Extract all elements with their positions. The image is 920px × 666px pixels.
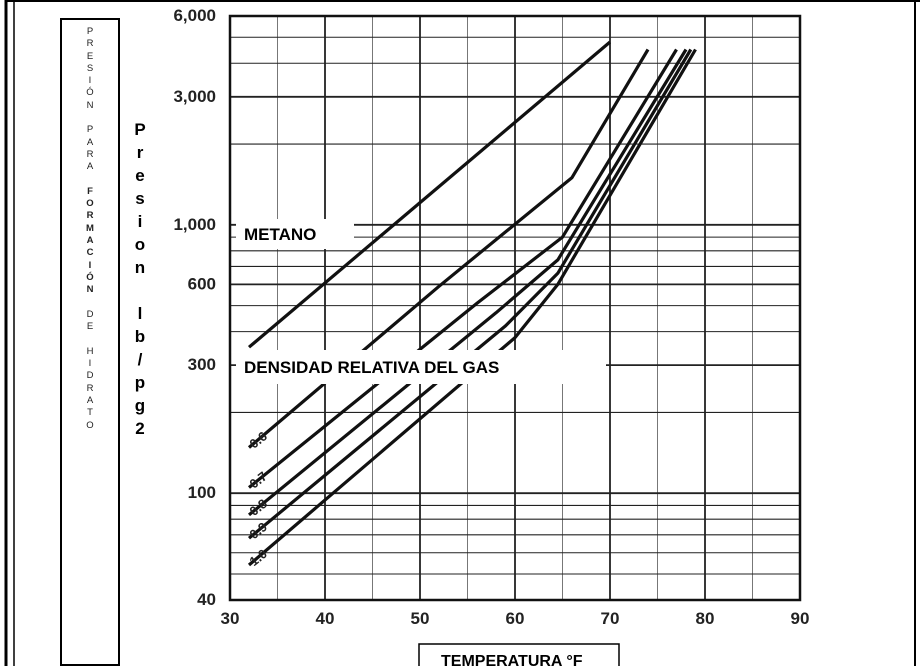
- x-tick-label: 40: [316, 609, 335, 628]
- side-label-letter: M: [86, 222, 94, 234]
- y-tick-label: 100: [188, 483, 216, 502]
- x-tick-label: 90: [791, 609, 810, 628]
- side-label-letter: T: [87, 407, 93, 419]
- y-tick-label: 40: [197, 590, 216, 609]
- units-label-letter: e: [135, 166, 145, 185]
- side-label-letter: A: [86, 394, 94, 406]
- units-label-letter: b: [134, 327, 146, 346]
- series-line: [247, 48, 688, 517]
- y-tick-label: 300: [188, 355, 216, 374]
- side-label-letter: R: [86, 210, 94, 222]
- side-label-letter: O: [86, 198, 94, 210]
- side-label-letter: Ó: [86, 87, 94, 99]
- side-label-letter: F: [87, 185, 93, 197]
- side-label-letter: P: [86, 26, 94, 37]
- x-tick-label: 60: [506, 609, 525, 628]
- side-label-letter: C: [86, 247, 94, 259]
- units-label-letter: 2: [135, 419, 145, 438]
- units-label-letter: g: [134, 396, 146, 415]
- units-label-letter: n: [134, 258, 146, 277]
- series-line: [247, 48, 693, 540]
- x-tick-label: 50: [411, 609, 430, 628]
- units-label-letter: o: [134, 235, 146, 254]
- series-line: [247, 40, 612, 349]
- x-tick-label: 80: [696, 609, 715, 628]
- side-label-letter: [89, 297, 92, 309]
- units-label-letter: l: [137, 304, 143, 323]
- series-line: [247, 48, 678, 489]
- side-label-letter: E: [86, 50, 94, 62]
- units-label-letter: p: [134, 373, 146, 392]
- side-label-letter: D: [86, 308, 94, 320]
- side-label-letter: [89, 174, 92, 186]
- x-axis-title-box: [418, 643, 620, 666]
- y-tick-label: 600: [188, 274, 216, 293]
- x-tick-label: 70: [601, 609, 620, 628]
- units-label-letter: r: [136, 143, 144, 162]
- side-label-letter: [89, 112, 92, 124]
- side-label-letter: E: [86, 321, 94, 333]
- units-label-letter: [138, 279, 143, 302]
- x-axis-title: TEMPERATURA °F: [441, 653, 583, 666]
- y-tick-label: 6,000: [173, 6, 216, 25]
- side-label-letter: A: [86, 161, 94, 173]
- side-label-letter: O: [86, 419, 94, 431]
- side-label-letter: I: [88, 358, 92, 370]
- side-label-letter: Ó: [86, 271, 94, 283]
- side-label-letter: N: [86, 284, 94, 296]
- side-label-letter: S: [86, 62, 94, 74]
- units-label-letter: i: [137, 212, 143, 231]
- units-label-letter: P: [134, 120, 146, 139]
- annotation-metano: METANO: [244, 225, 316, 244]
- x-tick-label: 30: [221, 609, 240, 628]
- annotation-densidad: DENSIDAD RELATIVA DEL GAS: [244, 358, 499, 377]
- side-label-letter: H: [86, 345, 94, 357]
- annotation-densidad-background: [236, 350, 606, 384]
- side-label-letter: N: [86, 99, 94, 111]
- side-label-letter: D: [86, 370, 94, 382]
- y-tick-label: 1,000: [173, 215, 216, 234]
- side-label-letter: R: [86, 382, 94, 394]
- side-label-letter: R: [86, 38, 94, 50]
- y-tick-label: 3,000: [173, 87, 216, 106]
- side-label-letter: I: [88, 75, 92, 87]
- side-label-letter: [89, 333, 92, 345]
- annotation-metano-background: [236, 219, 354, 249]
- side-label-frame: [60, 18, 120, 666]
- side-label-letter: P: [86, 124, 94, 136]
- plot-frame: [228, 14, 802, 602]
- side-label-letter: A: [86, 136, 94, 148]
- units-label-letter: /: [137, 350, 143, 369]
- units-label-letter: s: [135, 189, 145, 208]
- side-label-letter: A: [86, 235, 94, 247]
- series-line: [247, 48, 697, 567]
- side-label-letter: R: [86, 148, 94, 160]
- side-label-letter: I: [88, 259, 92, 271]
